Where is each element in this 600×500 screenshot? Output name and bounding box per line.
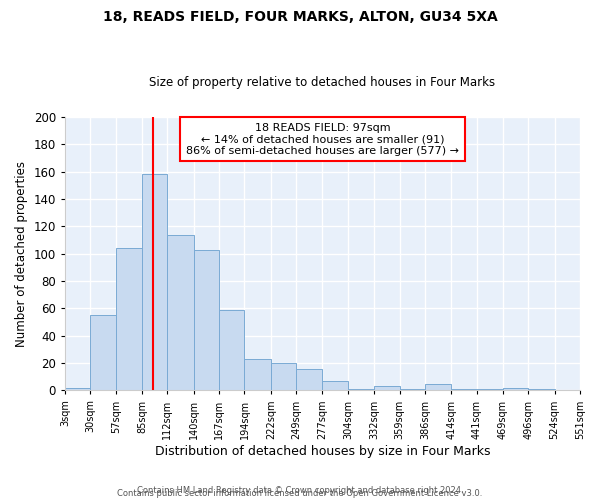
Bar [65, 388, 91, 390]
Bar [503, 388, 529, 390]
Y-axis label: Number of detached properties: Number of detached properties [15, 160, 28, 346]
Bar [451, 389, 476, 390]
Bar [116, 248, 142, 390]
Text: Contains HM Land Registry data © Crown copyright and database right 2024.: Contains HM Land Registry data © Crown c… [137, 486, 463, 495]
Bar [529, 389, 554, 390]
Bar [425, 384, 451, 390]
Bar [142, 174, 167, 390]
Bar [348, 389, 374, 390]
Bar [244, 359, 271, 390]
Bar [476, 389, 503, 390]
Bar [194, 250, 219, 390]
Text: 18 READS FIELD: 97sqm
← 14% of detached houses are smaller (91)
86% of semi-deta: 18 READS FIELD: 97sqm ← 14% of detached … [186, 122, 459, 156]
Bar [322, 381, 348, 390]
Text: Contains public sector information licensed under the Open Government Licence v3: Contains public sector information licen… [118, 488, 482, 498]
Bar [374, 386, 400, 390]
Bar [271, 363, 296, 390]
Text: 18, READS FIELD, FOUR MARKS, ALTON, GU34 5XA: 18, READS FIELD, FOUR MARKS, ALTON, GU34… [103, 10, 497, 24]
Bar [167, 234, 194, 390]
Bar [219, 310, 244, 390]
Bar [296, 368, 322, 390]
Bar [400, 389, 425, 390]
Bar [91, 315, 116, 390]
Title: Size of property relative to detached houses in Four Marks: Size of property relative to detached ho… [149, 76, 496, 90]
X-axis label: Distribution of detached houses by size in Four Marks: Distribution of detached houses by size … [155, 444, 490, 458]
